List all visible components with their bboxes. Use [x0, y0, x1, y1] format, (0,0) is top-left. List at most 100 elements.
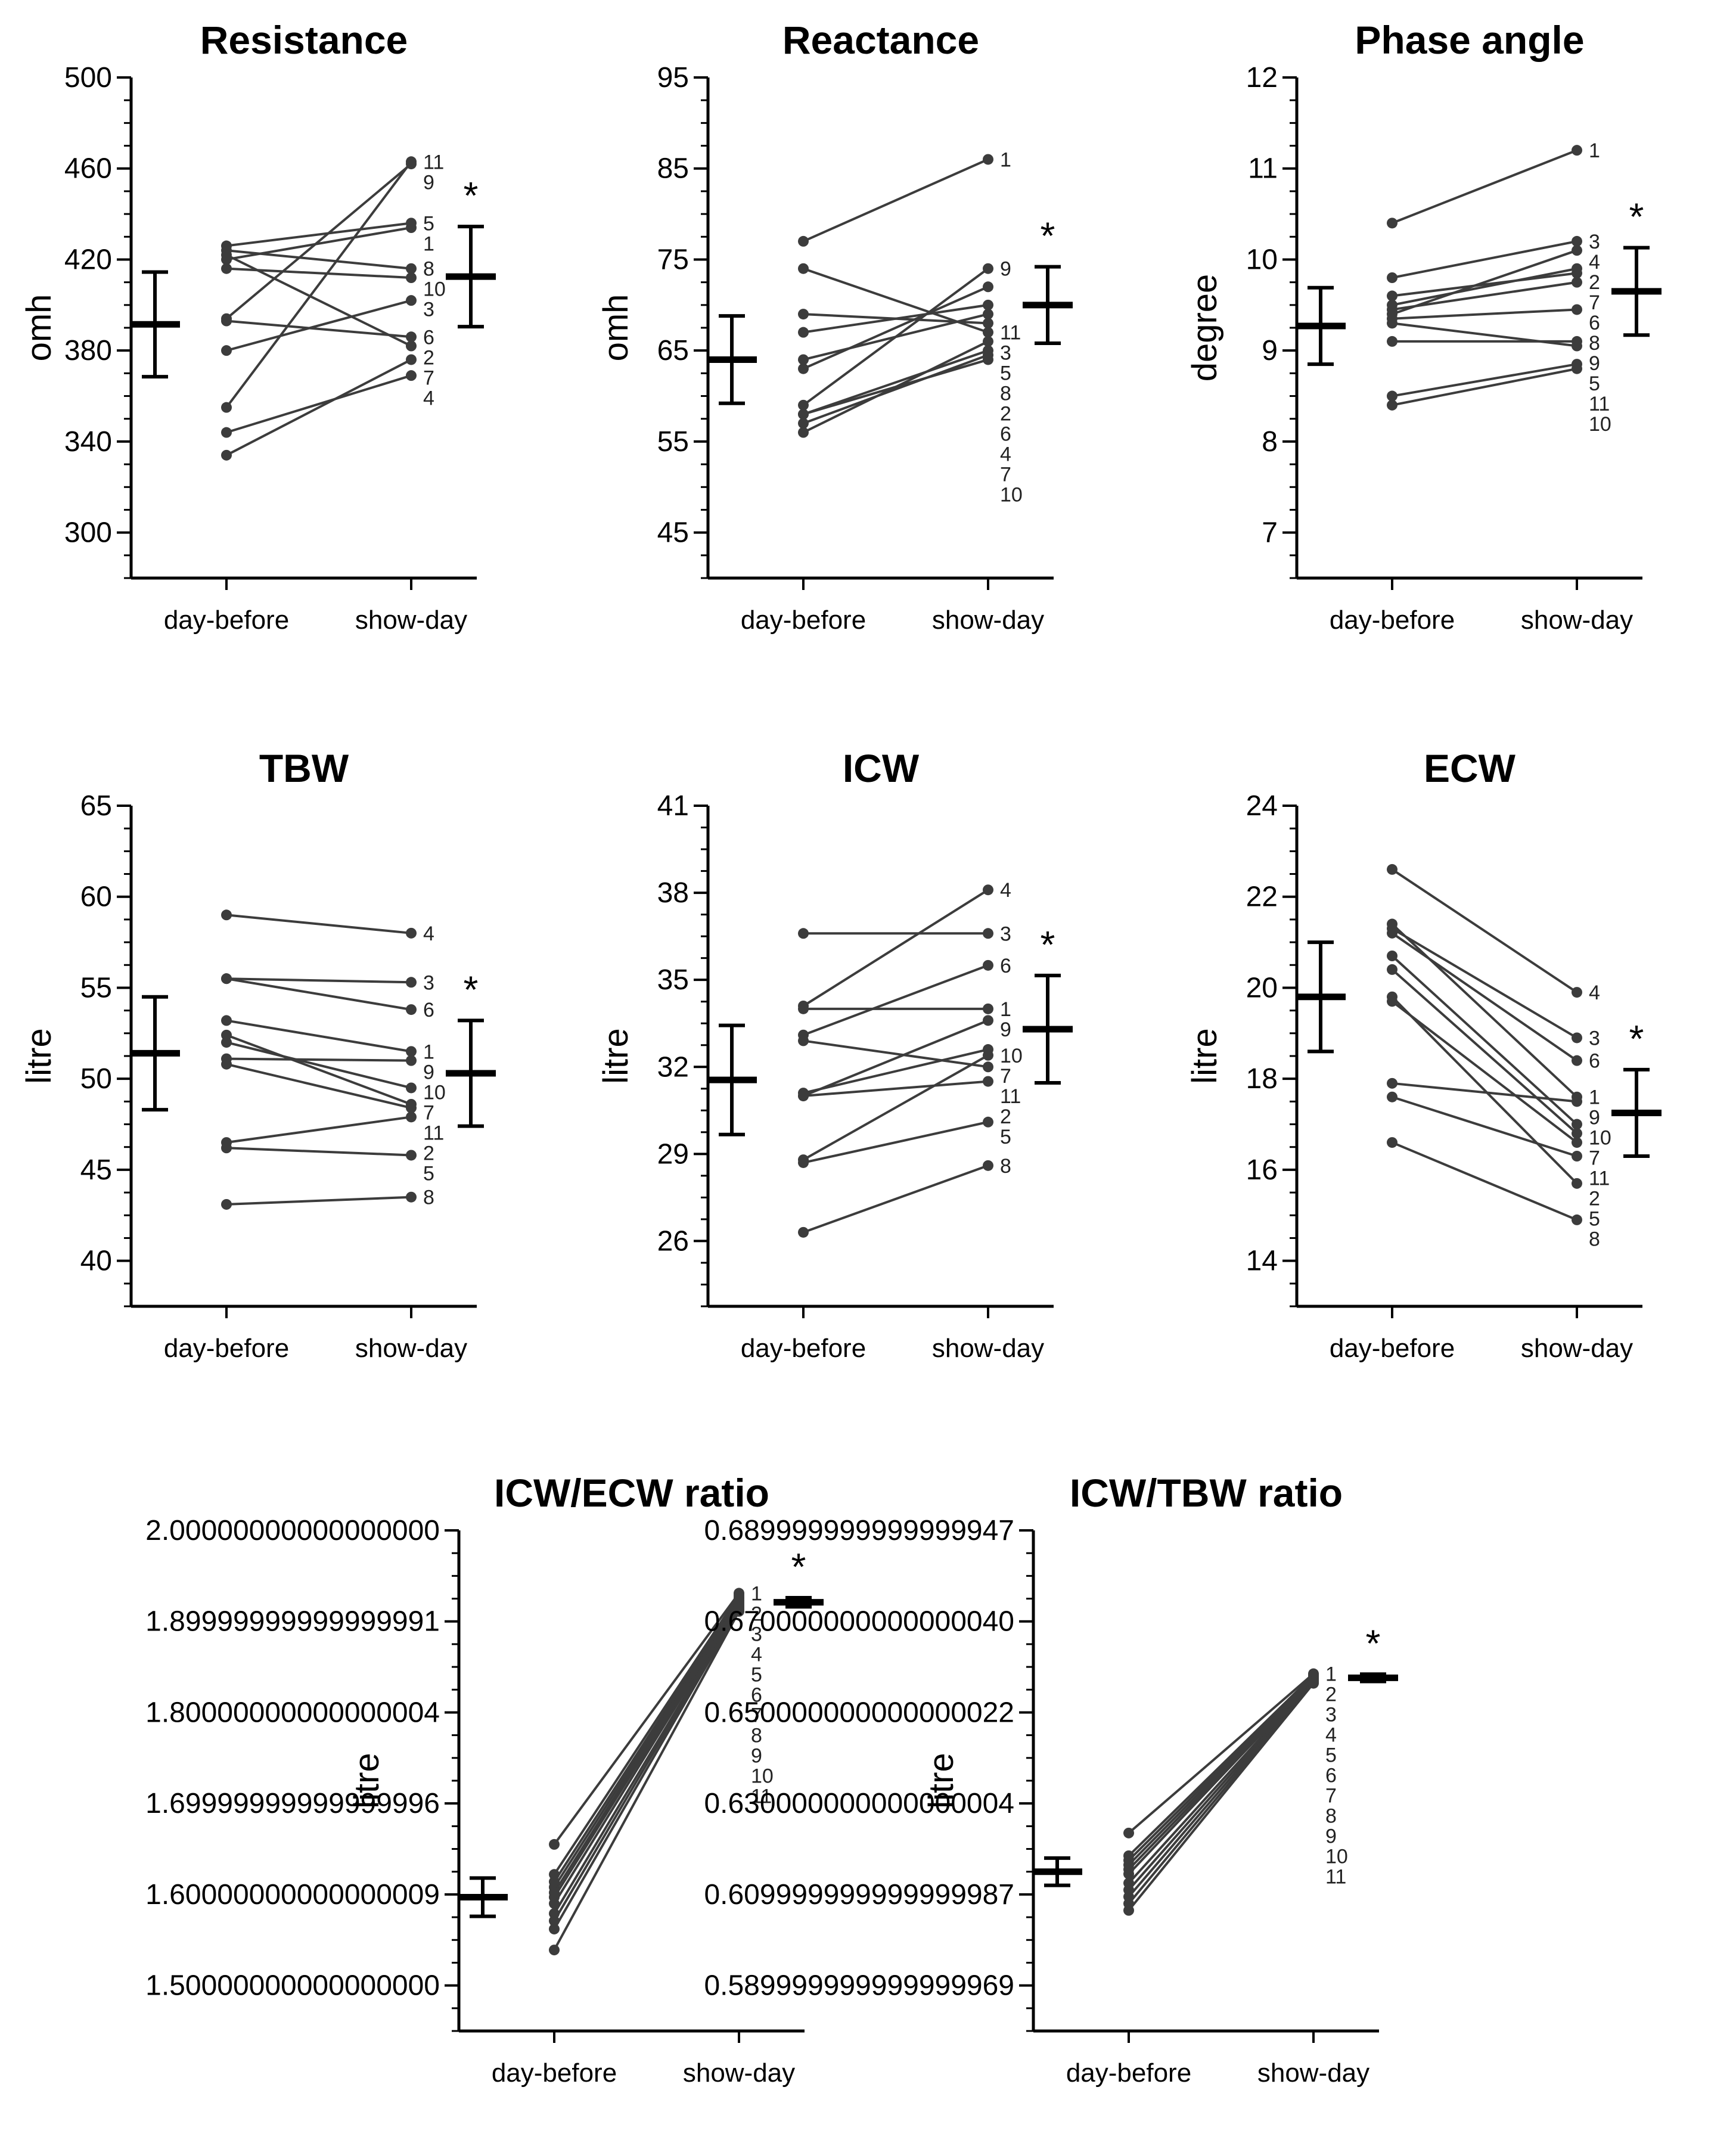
panel-title: Phase angle [1355, 18, 1584, 62]
y-tick-label: 340 [64, 426, 112, 458]
y-tick-label: 40 [80, 1246, 112, 1277]
subject-label: 11 [751, 1785, 772, 1808]
subject-label: 10 [1589, 413, 1611, 436]
y-axis-label: litre [922, 1753, 961, 1808]
subject-label: 8 [1000, 1155, 1011, 1178]
data-point [1387, 272, 1398, 283]
subject-label: 5 [1000, 362, 1011, 385]
panel-title: ICW [843, 746, 920, 790]
y-tick-label: 500 [64, 62, 112, 94]
data-point [983, 1061, 993, 1073]
data-point [983, 1003, 993, 1014]
subject-line [226, 977, 412, 984]
panel-title: TBW [259, 746, 349, 790]
y-tick-label: 95 [657, 62, 689, 94]
data-point [798, 354, 809, 365]
data-point [406, 263, 417, 274]
subject-label: 4 [751, 1643, 762, 1666]
data-point [1308, 1678, 1319, 1689]
subject-line [226, 374, 412, 434]
subject-label: 4 [423, 387, 434, 409]
data-point [406, 156, 417, 167]
data-point [406, 1082, 417, 1094]
y-tick-label: 0.589999999999999969 [704, 1970, 1014, 2002]
subject-label: 2 [1589, 271, 1600, 294]
subject-line [1392, 240, 1577, 279]
panel-title: ECW [1424, 746, 1516, 790]
subject-label: 9 [1325, 1825, 1337, 1848]
data-point [221, 263, 232, 274]
x-tick-label: show-day [1521, 605, 1633, 635]
data-point [1387, 290, 1398, 302]
y-tick-label: 85 [657, 153, 689, 185]
subject-line [1128, 1681, 1315, 1898]
y-tick-label: 300 [64, 517, 112, 549]
subject-line [553, 1594, 740, 1875]
data-point [1387, 951, 1398, 961]
subject-label: 5 [423, 212, 434, 235]
y-tick-label: 24 [1246, 790, 1278, 822]
data-point [1123, 1827, 1134, 1838]
y-axis-label: degree [1185, 274, 1224, 382]
x-tick-label: show-day [355, 1334, 467, 1363]
data-point [1123, 1868, 1134, 1880]
data-point [1572, 359, 1582, 370]
y-tick-label: 18 [1246, 1063, 1278, 1095]
x-tick-label: show-day [932, 605, 1044, 635]
y-tick-label: 7 [1262, 517, 1278, 549]
subject-line [226, 267, 412, 279]
data-point [549, 1945, 560, 1956]
data-point [406, 1102, 417, 1114]
data-point [1572, 1032, 1582, 1044]
data-point [1572, 1096, 1582, 1107]
data-point [983, 1160, 993, 1171]
y-tick-label: 380 [64, 335, 112, 367]
subject-line [226, 249, 412, 270]
data-point [406, 1055, 417, 1066]
x-tick-label: show-day [683, 2058, 795, 2088]
subject-label: 7 [1325, 1785, 1337, 1808]
data-point [798, 427, 809, 438]
data-point [983, 1076, 993, 1087]
x-tick-label: show-day [1521, 1334, 1633, 1363]
subject-label: 3 [1325, 1704, 1337, 1726]
y-axis-label: omh [597, 294, 635, 362]
data-point [983, 1049, 993, 1061]
y-tick-label: 45 [657, 517, 689, 549]
subject-label: 1 [423, 1041, 434, 1063]
data-point [1387, 390, 1398, 402]
x-tick-label: day-before [1330, 1334, 1455, 1363]
x-tick-label: day-before [164, 1334, 289, 1363]
subject-line [226, 1019, 412, 1053]
subject-label: 3 [1000, 923, 1011, 945]
subject-line [802, 268, 989, 406]
data-point [406, 331, 417, 343]
subject-label: 2 [1589, 1188, 1600, 1210]
y-tick-label: 0.670000000000000040 [704, 1606, 1014, 1638]
subject-line [1392, 281, 1577, 311]
subject-label: 8 [751, 1724, 762, 1747]
data-point [983, 884, 993, 896]
data-point [798, 327, 809, 338]
y-tick-label: 55 [657, 426, 689, 458]
data-point [221, 245, 232, 256]
subject-line [1392, 363, 1577, 397]
data-point [221, 1058, 232, 1070]
subject-label: 5 [1589, 1208, 1600, 1231]
subject-line [1392, 1141, 1577, 1221]
y-tick-label: 22 [1246, 881, 1278, 913]
data-point [1572, 1128, 1582, 1139]
subject-line [803, 1048, 989, 1095]
data-point [1572, 1055, 1582, 1066]
subject-line [553, 1607, 740, 1922]
significance-star: * [1629, 195, 1644, 238]
y-axis-label: omh [20, 294, 58, 362]
y-tick-label: 65 [80, 790, 112, 822]
data-point [406, 977, 417, 988]
data-point [983, 354, 993, 365]
y-tick-label: 1.80000000000000004 [145, 1697, 440, 1728]
data-point [1387, 864, 1398, 875]
subject-line [803, 1019, 989, 1097]
y-tick-label: 26 [657, 1225, 689, 1257]
subject-line [803, 285, 989, 370]
